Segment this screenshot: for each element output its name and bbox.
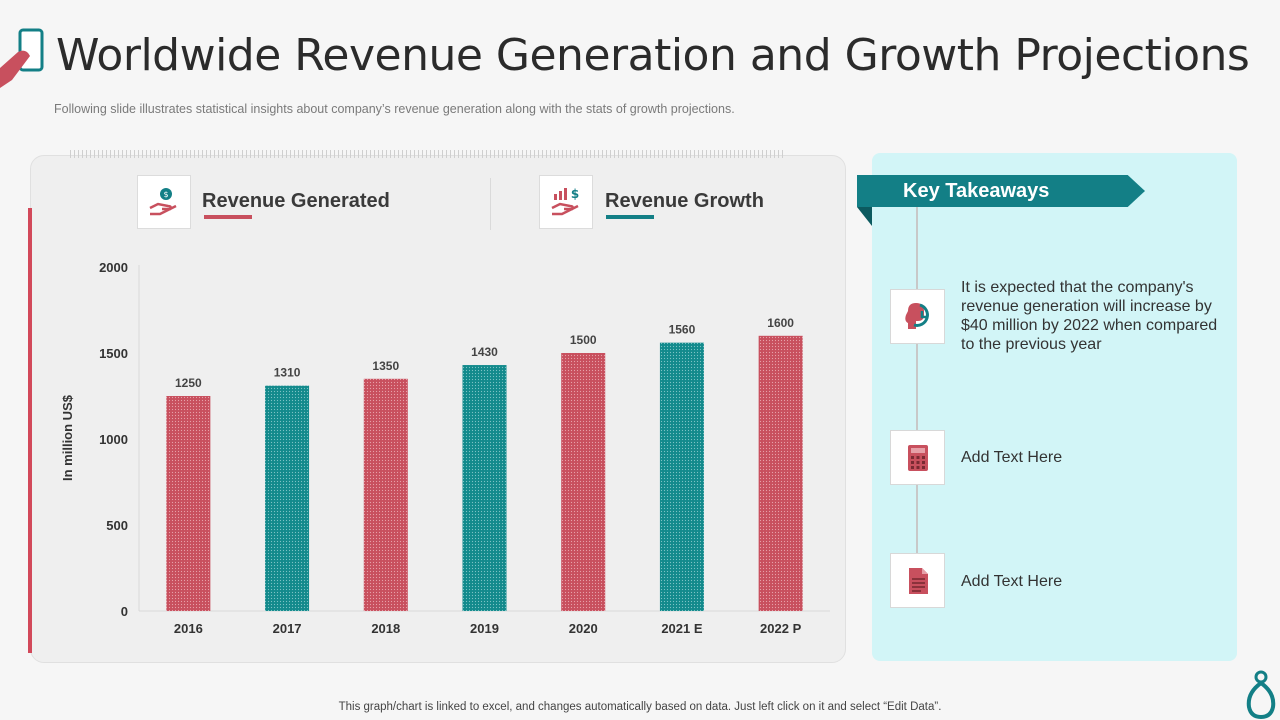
takeaway-1-text: It is expected that the company's revenu… <box>961 279 1218 353</box>
document-icon <box>908 567 928 594</box>
takeaway-2-text: Add Text Here <box>961 449 1063 466</box>
svg-text:$: $ <box>571 187 579 201</box>
takeaway-1-icon-box <box>890 289 945 344</box>
legend-revenue-growth-icon-box: $ <box>539 175 593 229</box>
legend-revenue-generated-icon-box: $ <box>137 175 191 229</box>
takeaway-3-icon-box <box>890 553 945 608</box>
chart-panel <box>30 155 846 663</box>
growth-hand-icon: $ <box>551 187 579 216</box>
legend-revenue-generated-label: Revenue Generated <box>202 190 390 212</box>
takeaway-3-text: Add Text Here <box>961 573 1063 590</box>
calculator-icon <box>907 444 928 471</box>
money-hand-icon: $ <box>149 188 177 216</box>
legend-revenue-growth-swatch <box>606 215 654 219</box>
money-bag-icon <box>1246 670 1276 720</box>
banner-fold <box>857 207 872 226</box>
legend-revenue-generated-swatch <box>204 215 252 219</box>
page-title: Worldwide Revenue Generation and Growth … <box>56 30 1250 81</box>
growth-head-icon <box>904 302 929 329</box>
hand-phone-icon <box>0 28 44 88</box>
decorative-dotted-line <box>70 150 784 158</box>
page-subtitle: Following slide illustrates statistical … <box>54 102 735 116</box>
legend-revenue-growth-label: Revenue Growth <box>605 190 764 212</box>
panel-accent-bar <box>28 208 32 653</box>
takeaway-2-icon-box <box>890 430 945 485</box>
key-takeaways-title: Key Takeaways <box>903 180 1050 202</box>
legend-divider <box>490 178 491 230</box>
key-takeaways-banner <box>857 175 1145 207</box>
footer-note: This graph/chart is linked to excel, and… <box>338 701 942 713</box>
svg-text:$: $ <box>163 190 168 199</box>
timeline-line <box>916 207 918 582</box>
